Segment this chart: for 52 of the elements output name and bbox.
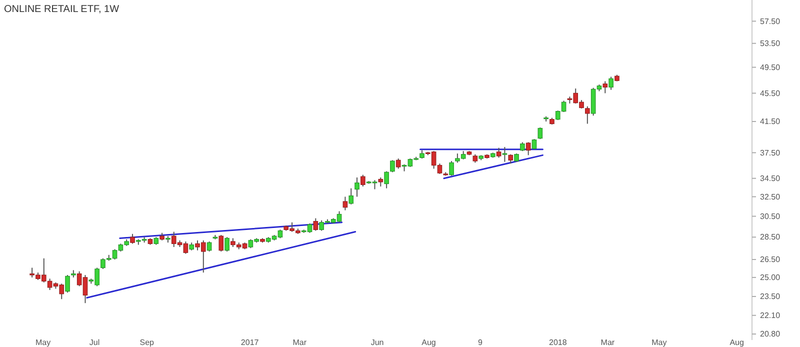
y-tick-label: 28.50 [760,232,781,242]
candlestick [538,127,543,140]
candlestick [313,218,318,232]
y-tick-label: 23.50 [760,292,781,302]
candlestick [384,170,389,189]
candlestick [224,236,230,252]
candlestick [532,138,537,150]
candlestick [390,160,395,173]
x-tick-label: May [652,338,667,347]
y-tick-label: 45.50 [760,88,781,98]
candlestick [396,158,401,170]
candlestick [130,233,135,244]
candlestick [508,154,514,164]
y-tick-label: 49.50 [760,62,781,72]
x-tick-label: Jul [89,338,100,347]
y-tick-label: 26.50 [760,255,781,264]
candlestick [585,106,590,124]
candlestick [602,80,608,94]
y-tick-label: 20.80 [760,330,781,339]
y-tick-label: 30.50 [760,212,781,221]
x-tick-label: May [35,338,51,347]
candlestick [496,147,502,158]
candlestick [526,142,531,156]
candlestick [378,176,384,187]
x-tick-label: Aug [422,338,436,347]
candlestick [360,174,366,187]
candlestick [342,196,348,211]
x-tick-label: Jun [370,338,384,347]
y-tick-label: 41.50 [760,117,781,126]
x-tick-label: 2018 [548,338,568,347]
x-tick-label: Aug [730,338,744,347]
y-tick-label: 22.10 [760,310,781,320]
candlestick [218,234,224,252]
y-tick-label: 34.50 [760,174,781,183]
y-tick-label: 32.50 [760,192,781,202]
y-tick-label: 37.50 [760,148,781,158]
candlestick [65,274,70,294]
candlestick [348,188,354,205]
y-tick-label: 25.00 [760,273,781,282]
x-tick-label: 9 [478,338,484,347]
y-tick-label: 53.50 [760,38,781,48]
candlestick [608,76,614,90]
candlestick [206,240,212,252]
x-tick-label: Mar [600,338,615,347]
y-tick-label: 57.50 [760,16,781,26]
x-tick-label: Sep [140,338,155,347]
candlestick [354,176,360,198]
candlestick [449,160,454,176]
chart-title: ONLINE RETAIL ETF, 1W [4,4,120,15]
x-tick-label: 2017 [240,338,260,347]
x-tick-label: Mar [292,338,307,347]
candlestick [502,146,508,162]
